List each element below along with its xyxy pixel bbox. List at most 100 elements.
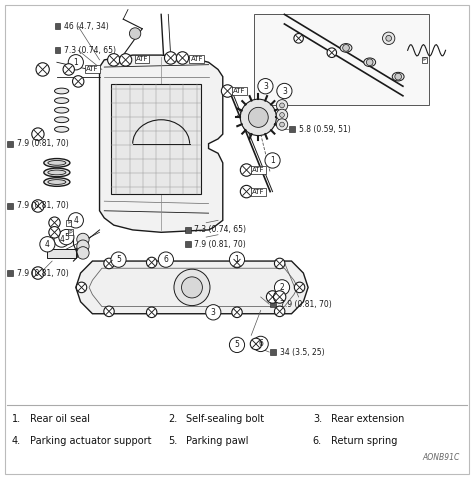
- Text: Parking actuator support: Parking actuator support: [30, 436, 151, 445]
- Text: 3: 3: [211, 308, 216, 317]
- Circle shape: [229, 337, 245, 353]
- Bar: [7, 203, 13, 209]
- Ellipse shape: [55, 107, 69, 113]
- Bar: [55, 23, 60, 29]
- Text: 6: 6: [164, 255, 168, 264]
- Circle shape: [77, 240, 89, 252]
- Text: P: P: [67, 220, 71, 225]
- Bar: [270, 349, 276, 355]
- Ellipse shape: [392, 72, 404, 81]
- Circle shape: [206, 305, 221, 320]
- Text: 6.: 6.: [313, 436, 322, 445]
- Circle shape: [68, 55, 83, 70]
- Circle shape: [232, 307, 242, 318]
- Circle shape: [277, 83, 292, 99]
- Circle shape: [129, 28, 141, 39]
- Circle shape: [104, 306, 114, 317]
- Circle shape: [266, 291, 279, 303]
- Ellipse shape: [48, 180, 66, 184]
- Text: 4.: 4.: [12, 436, 21, 445]
- Text: ATF: ATF: [86, 67, 99, 72]
- Circle shape: [386, 35, 392, 41]
- Circle shape: [77, 247, 89, 259]
- Circle shape: [221, 85, 234, 97]
- Bar: [185, 241, 191, 247]
- Circle shape: [111, 252, 126, 267]
- Circle shape: [49, 217, 60, 228]
- Circle shape: [276, 119, 288, 130]
- Circle shape: [395, 73, 401, 80]
- Text: 1.: 1.: [12, 414, 21, 424]
- Circle shape: [40, 237, 55, 252]
- Ellipse shape: [55, 126, 69, 132]
- Bar: [55, 47, 60, 53]
- Circle shape: [32, 128, 44, 140]
- Circle shape: [248, 107, 268, 127]
- Bar: [270, 301, 276, 307]
- Text: Return spring: Return spring: [331, 436, 397, 445]
- Text: AONB91C: AONB91C: [422, 453, 460, 462]
- Text: 1: 1: [270, 156, 275, 165]
- Circle shape: [32, 267, 44, 279]
- Circle shape: [158, 252, 173, 267]
- Ellipse shape: [44, 178, 70, 186]
- Circle shape: [108, 54, 120, 66]
- Text: Rear oil seal: Rear oil seal: [30, 414, 90, 424]
- Ellipse shape: [44, 159, 70, 167]
- Text: 7.9 (0.81, 70): 7.9 (0.81, 70): [194, 240, 246, 249]
- Ellipse shape: [340, 44, 352, 52]
- Text: 7.3 (0.74, 65): 7.3 (0.74, 65): [64, 46, 116, 55]
- Circle shape: [276, 100, 288, 111]
- Circle shape: [164, 52, 177, 64]
- Bar: [185, 227, 191, 233]
- Circle shape: [59, 229, 74, 245]
- Circle shape: [77, 233, 89, 246]
- Circle shape: [280, 122, 284, 127]
- Circle shape: [32, 200, 44, 212]
- Bar: [47, 249, 76, 258]
- Text: 5: 5: [116, 255, 121, 264]
- Text: ATF: ATF: [191, 57, 203, 62]
- Text: 5: 5: [235, 341, 239, 349]
- Circle shape: [250, 338, 262, 350]
- Text: 7.3 (0.74, 65): 7.3 (0.74, 65): [194, 226, 246, 234]
- Text: Self-sealing bolt: Self-sealing bolt: [186, 414, 264, 424]
- Circle shape: [366, 59, 373, 66]
- Ellipse shape: [48, 160, 66, 165]
- Circle shape: [343, 45, 349, 51]
- Text: 7.9 (0.81, 70): 7.9 (0.81, 70): [17, 202, 68, 210]
- Text: 6: 6: [258, 340, 263, 348]
- Circle shape: [68, 213, 83, 228]
- Circle shape: [36, 63, 49, 76]
- Circle shape: [174, 269, 210, 306]
- Text: 5.8 (0.59, 51): 5.8 (0.59, 51): [299, 125, 350, 134]
- Circle shape: [274, 280, 290, 295]
- Text: 2.: 2.: [168, 414, 178, 424]
- Circle shape: [176, 52, 189, 64]
- Circle shape: [119, 54, 132, 66]
- Circle shape: [280, 103, 284, 108]
- Circle shape: [327, 48, 337, 57]
- Circle shape: [49, 227, 60, 238]
- Text: 7.9 (0.81, 70): 7.9 (0.81, 70): [17, 139, 68, 148]
- Circle shape: [253, 336, 268, 352]
- Text: ATF: ATF: [233, 88, 246, 94]
- Circle shape: [229, 252, 245, 267]
- Text: ATF: ATF: [136, 57, 148, 62]
- Circle shape: [265, 153, 280, 168]
- Text: ATF: ATF: [252, 189, 264, 194]
- Ellipse shape: [48, 170, 66, 175]
- Text: 1: 1: [73, 58, 78, 67]
- Text: Rear extension: Rear extension: [331, 414, 404, 424]
- Circle shape: [276, 109, 288, 121]
- Circle shape: [274, 306, 285, 317]
- Bar: [254, 14, 429, 105]
- Circle shape: [280, 113, 284, 117]
- Circle shape: [240, 185, 253, 198]
- Text: 7.9 (0.81, 70): 7.9 (0.81, 70): [17, 269, 68, 277]
- Text: 3: 3: [263, 82, 268, 91]
- Circle shape: [73, 76, 84, 87]
- Bar: [289, 126, 295, 132]
- Polygon shape: [100, 55, 223, 232]
- Bar: [111, 84, 201, 194]
